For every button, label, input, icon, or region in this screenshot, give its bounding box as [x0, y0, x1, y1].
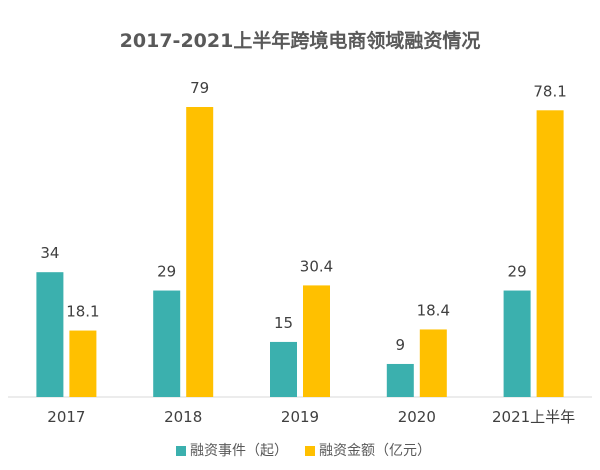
data-label-s2-2020: 18.4 — [417, 301, 450, 319]
x-tick-label: 2019 — [281, 408, 319, 426]
data-label-s2-2017: 18.1 — [66, 303, 99, 321]
data-label-s1-2017: 34 — [40, 244, 59, 262]
legend-swatch-2 — [305, 446, 315, 456]
legend: 融资事件（起） 融资金额（亿元） — [176, 443, 431, 459]
x-tick-label: 2018 — [164, 408, 202, 426]
x-tick-label: 2020 — [398, 408, 436, 426]
bar-s1-2021上半年 — [503, 290, 531, 397]
bar-s2-2018 — [186, 107, 214, 397]
bar-s2-2020 — [419, 329, 447, 397]
legend-label-2: 融资金额（亿元） — [319, 443, 431, 459]
bars-group: 34 18.1 29 79 15 30.4 9 18.4 29 78.1 — [36, 79, 567, 397]
x-tick-label: 2017 — [47, 408, 85, 426]
data-label-s1-2020: 9 — [396, 336, 406, 354]
bar-s1-2018 — [153, 290, 181, 397]
x-tick-label: 2021上半年 — [492, 408, 575, 426]
legend-label-1: 融资事件（起） — [190, 443, 288, 459]
x-tick-labels: 2017 2018 2019 2020 2021上半年 — [47, 408, 575, 426]
data-label-s1-2018: 29 — [157, 263, 176, 281]
data-label-s1-2019: 15 — [274, 314, 293, 332]
bar-s2-2019 — [303, 285, 330, 397]
data-label-s1-2021上半年: 29 — [508, 263, 527, 281]
data-label-s2-2021上半年: 78.1 — [533, 82, 566, 100]
bar-s1-2020 — [386, 363, 414, 397]
bar-s2-2017 — [69, 330, 97, 397]
bar-s1-2017 — [36, 272, 64, 397]
bar-s1-2019 — [270, 341, 297, 397]
bar-s2-2021上半年 — [536, 110, 564, 397]
data-label-s2-2019: 30.4 — [300, 257, 333, 275]
legend-swatch-1 — [176, 446, 186, 456]
data-label-s2-2018: 79 — [190, 79, 209, 97]
chart-title: 2017-2021上半年跨境电商领域融资情况 — [120, 29, 481, 52]
